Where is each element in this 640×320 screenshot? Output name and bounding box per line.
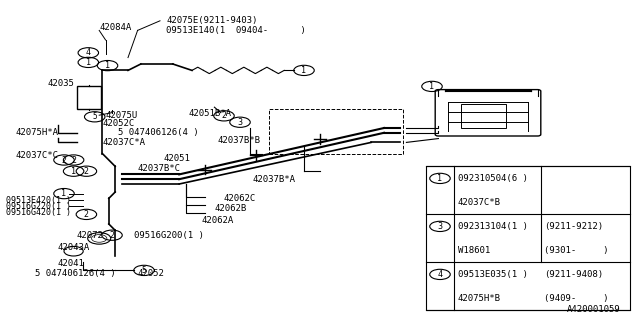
- Text: 09516G220(1 ): 09516G220(1 ): [6, 202, 72, 211]
- Text: 09513E140(1  09404-      ): 09513E140(1 09404- ): [166, 26, 306, 35]
- Text: 42075H*A: 42075H*A: [16, 128, 59, 137]
- Text: 42072: 42072: [77, 231, 104, 240]
- Text: 1: 1: [86, 58, 91, 67]
- Text: 3: 3: [438, 222, 442, 231]
- Text: 1: 1: [105, 61, 110, 70]
- Text: 09516G200(1 ): 09516G200(1 ): [134, 231, 204, 240]
- Text: 42062A: 42062A: [202, 216, 234, 225]
- Text: 42062C: 42062C: [224, 194, 256, 203]
- Text: 2: 2: [71, 156, 76, 164]
- Text: (9409-     ): (9409- ): [544, 294, 609, 303]
- Bar: [77, 86, 101, 109]
- Text: 42041: 42041: [58, 260, 84, 268]
- Text: 42075E(9211-9403): 42075E(9211-9403): [166, 16, 258, 25]
- Text: A420001059: A420001059: [567, 305, 621, 314]
- Text: 42037B*C: 42037B*C: [138, 164, 180, 172]
- Text: 42062B: 42062B: [214, 204, 246, 212]
- Bar: [426, 166, 630, 310]
- Text: 092313104(1 ): 092313104(1 ): [458, 222, 527, 231]
- Text: 42075H*B: 42075H*B: [458, 294, 500, 303]
- Text: 42037B*A: 42037B*A: [253, 175, 296, 184]
- Text: 5 047406126(4 ): 5 047406126(4 ): [118, 128, 199, 137]
- Text: 2: 2: [84, 167, 89, 176]
- Text: 092310504(6 ): 092310504(6 ): [458, 174, 527, 183]
- Text: 1: 1: [61, 189, 67, 198]
- Text: (9301-     ): (9301- ): [544, 246, 609, 255]
- Text: 42052: 42052: [138, 269, 164, 278]
- Text: (9211-9212): (9211-9212): [544, 222, 603, 231]
- Text: 09516G420(1 ): 09516G420(1 ): [6, 208, 72, 217]
- Text: 09513E420(1 ): 09513E420(1 ): [6, 196, 72, 204]
- Text: 3: 3: [237, 118, 243, 127]
- Text: 42037C*C: 42037C*C: [16, 151, 59, 160]
- Text: 4: 4: [438, 270, 442, 279]
- Text: 42037C*B: 42037C*B: [458, 198, 500, 207]
- Text: 42075U: 42075U: [106, 111, 138, 120]
- Text: 42043A: 42043A: [58, 244, 90, 252]
- Text: 2: 2: [84, 210, 89, 219]
- Text: 09513E035(1 ): 09513E035(1 ): [458, 270, 527, 279]
- Text: 42084A: 42084A: [99, 23, 131, 32]
- Text: 2: 2: [221, 111, 227, 120]
- Text: 4: 4: [86, 48, 91, 57]
- Text: 2: 2: [61, 156, 67, 164]
- Text: 42035: 42035: [48, 79, 75, 88]
- Text: 5: 5: [141, 266, 147, 275]
- Text: 42051: 42051: [163, 154, 190, 163]
- Text: 2: 2: [109, 231, 115, 240]
- Bar: [461, 104, 506, 128]
- Text: W18601: W18601: [458, 246, 490, 255]
- Text: 42052C: 42052C: [102, 119, 134, 128]
- Text: 42037B*B: 42037B*B: [218, 136, 260, 145]
- Text: 1: 1: [429, 82, 435, 91]
- Text: 5: 5: [92, 112, 97, 121]
- Text: 1: 1: [301, 66, 307, 75]
- Text: (9211-9408): (9211-9408): [544, 270, 603, 279]
- Text: 42037C*A: 42037C*A: [102, 138, 145, 147]
- Text: 1: 1: [438, 174, 442, 183]
- Text: 5 047406126(4 ): 5 047406126(4 ): [35, 269, 116, 278]
- Text: 42051B*A: 42051B*A: [189, 109, 232, 118]
- Text: 1: 1: [71, 167, 76, 176]
